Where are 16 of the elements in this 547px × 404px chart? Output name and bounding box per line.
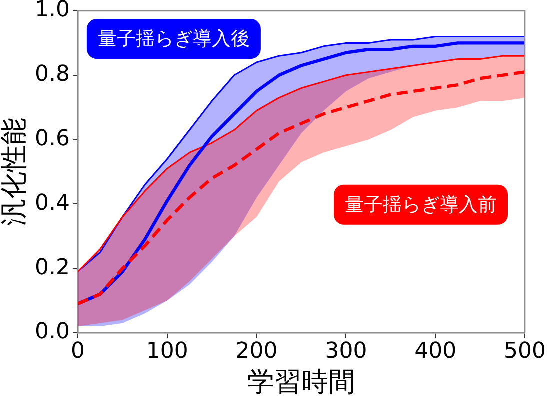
y-tick-label: 0.0: [35, 320, 70, 345]
x-tick-label: 100: [146, 338, 188, 364]
x-axis-title: 学習時間: [248, 366, 356, 398]
y-tick-label: 1.0: [35, 0, 70, 23]
y-tick-label: 0.2: [35, 255, 70, 280]
x-tick-label: 300: [325, 338, 368, 364]
y-tick-label: 0.4: [35, 190, 70, 216]
y-axis-title: 汎化性能: [0, 118, 30, 226]
x-tick-label: 400: [414, 338, 457, 364]
y-tick-label: 0.6: [35, 126, 70, 152]
x-tick-label: 500: [504, 338, 546, 364]
x-tick-label: 0: [71, 338, 85, 364]
series-label: 量子揺らぎ導入後: [98, 28, 250, 50]
text: 量子揺らぎ導入前: [345, 194, 498, 216]
x-tick-label: 200: [236, 338, 278, 364]
y-tick-label: 0.8: [35, 62, 70, 88]
